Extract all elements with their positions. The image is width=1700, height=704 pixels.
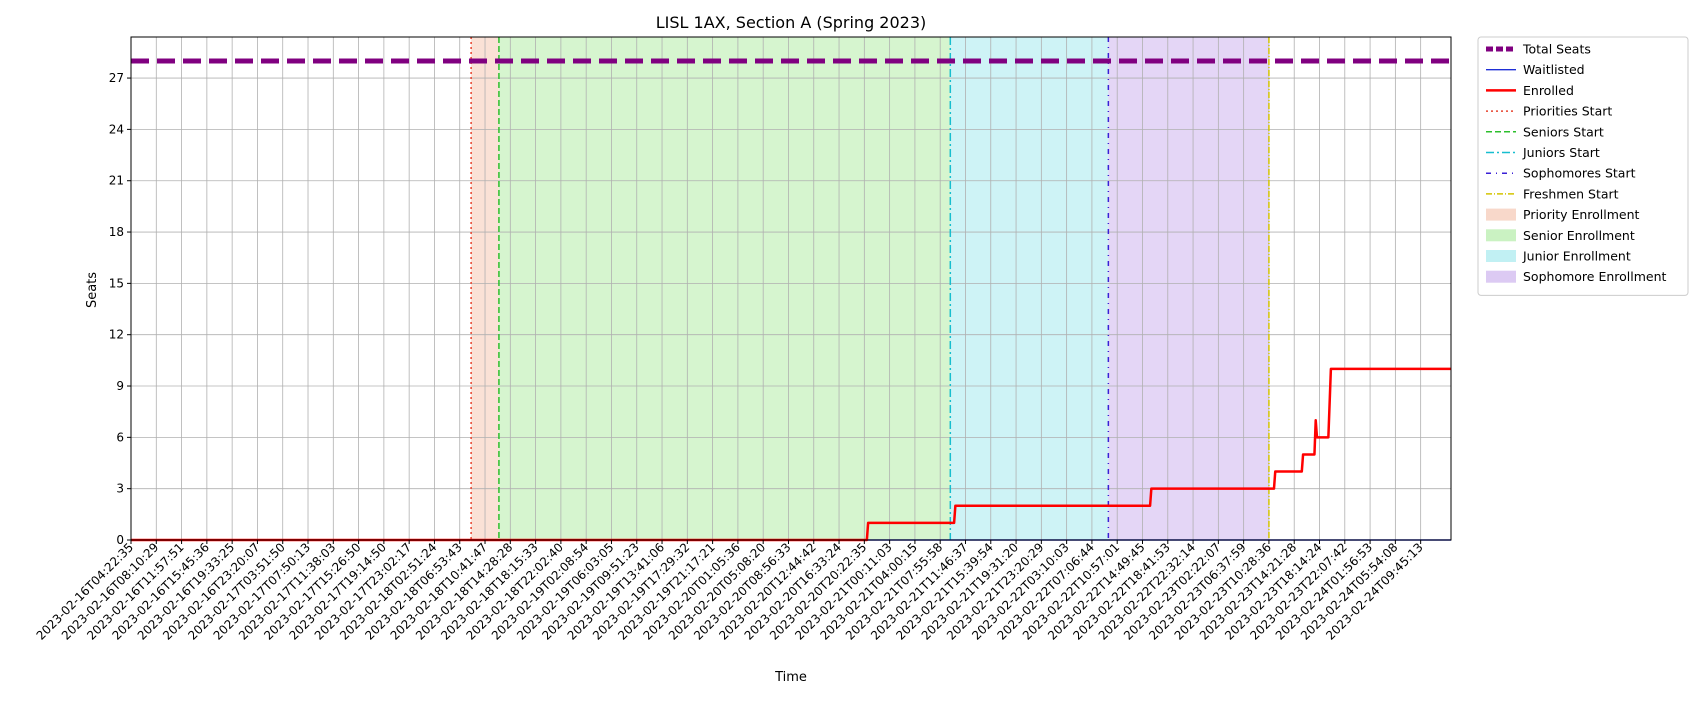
legend-swatch-8 (1486, 208, 1516, 221)
legend-label-5: Juniors Start (1522, 145, 1600, 160)
series-line-enrolled (131, 367, 1451, 542)
legend-label-1: Waitlisted (1523, 62, 1585, 77)
legend: Total Seats Waitlisted Enrolled Priorities … (1477, 36, 1689, 296)
legend-swatch-9 (1486, 229, 1516, 242)
x-ticks: 2023-02-16T04:22:352023-02-16T08:10:2920… (34, 540, 1426, 643)
phase-start-lines (470, 37, 1270, 540)
grid (130, 37, 1451, 541)
legend-label-2: Enrolled (1523, 83, 1574, 98)
legend-box (1477, 36, 1689, 296)
y-tick-label: 21 (109, 174, 124, 188)
x-axis-label: Time (774, 670, 807, 685)
legend-label-7: Freshmen Start (1523, 186, 1619, 201)
legend-label-6: Sophomores Start (1523, 166, 1636, 181)
legend-label-9: Senior Enrollment (1523, 228, 1635, 243)
y-tick-label: 18 (109, 225, 124, 239)
y-tick-label: 9 (116, 379, 124, 393)
legend-label-3: Priorities Start (1523, 104, 1612, 119)
y-ticks: 0 3 6 9 12 15 18 21 24 27 (109, 71, 131, 547)
legend-swatch-11 (1486, 270, 1516, 283)
y-tick-label: 27 (109, 71, 124, 85)
legend-label-8: Priority Enrollment (1523, 207, 1640, 222)
y-tick-label: 24 (109, 122, 124, 136)
plot-frame (130, 36, 1452, 541)
y-axis-label: Seats (85, 272, 100, 308)
phase-spans (471, 37, 1269, 540)
legend-swatch-10 (1486, 250, 1516, 262)
legend-label-4: Seniors Start (1523, 124, 1604, 139)
phase-span-3 (1108, 37, 1269, 540)
y-tick-label: 0 (116, 533, 124, 547)
phase-span-1 (498, 37, 951, 540)
y-tick-label: 3 (116, 482, 124, 496)
legend-label-11: Sophomore Enrollment (1523, 269, 1667, 284)
legend-label-10: Junior Enrollment (1522, 249, 1631, 264)
chart-title: LISL 1AX, Section A (Spring 2023) (656, 13, 927, 32)
legend-label-0: Total Seats (1522, 42, 1591, 57)
y-tick-label: 15 (109, 276, 124, 290)
phase-span-2 (950, 37, 1109, 540)
y-tick-label: 12 (109, 328, 124, 342)
y-tick-label: 6 (116, 430, 124, 444)
